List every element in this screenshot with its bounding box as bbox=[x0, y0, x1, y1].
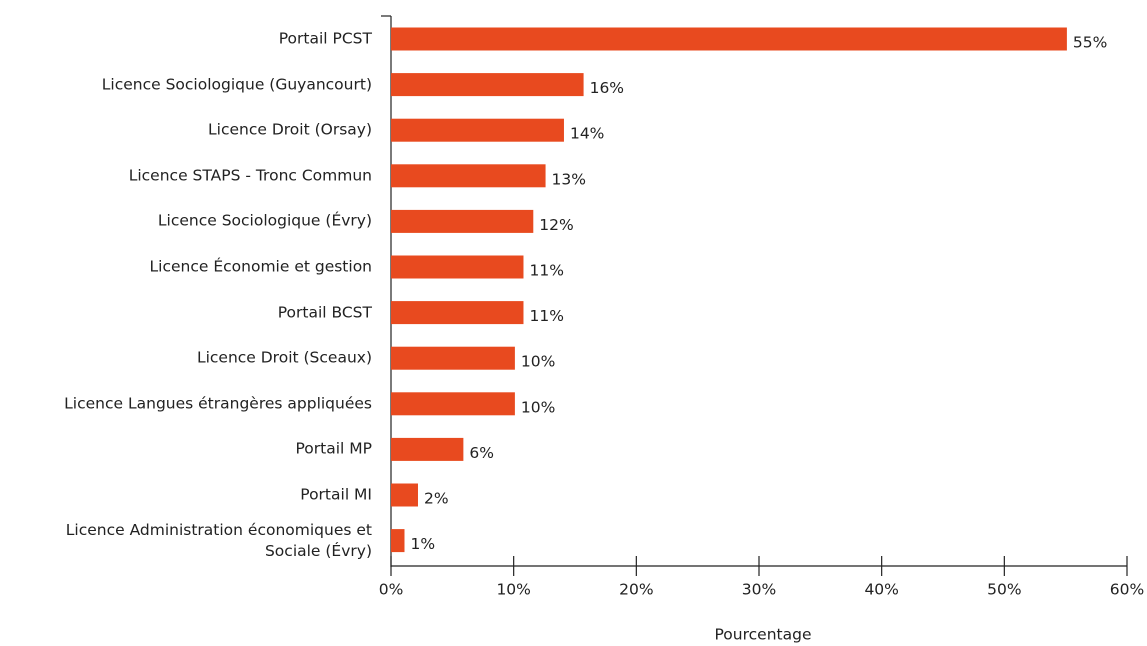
y-tick-label: Licence Administration économiques et So… bbox=[65, 520, 372, 560]
value-label: 11% bbox=[529, 262, 563, 280]
x-tick-label: 30% bbox=[742, 581, 776, 599]
value-label: 1% bbox=[410, 535, 435, 553]
value-label: 12% bbox=[539, 216, 573, 234]
value-label: 11% bbox=[529, 307, 563, 325]
value-label: 10% bbox=[521, 398, 555, 416]
y-tick-label: Portail PCST bbox=[278, 29, 372, 48]
y-tick-label: Licence Économie et gestion bbox=[149, 257, 372, 276]
bar bbox=[391, 255, 524, 279]
value-label: 2% bbox=[424, 490, 449, 508]
value-label: 55% bbox=[1073, 34, 1107, 52]
bar bbox=[391, 392, 515, 416]
value-label: 6% bbox=[469, 444, 494, 462]
y-tick-label: Licence Langues étrangères appliquées bbox=[64, 394, 372, 413]
value-label: 14% bbox=[570, 125, 604, 143]
bar bbox=[391, 209, 534, 233]
value-label: 13% bbox=[552, 170, 586, 188]
bar bbox=[391, 483, 418, 507]
y-tick-label: Licence Sociologique (Guyancourt) bbox=[101, 75, 372, 94]
x-tick-label: 60% bbox=[1110, 581, 1144, 599]
bar bbox=[391, 118, 564, 142]
y-tick-label: Licence Sociologique (Évry) bbox=[157, 211, 372, 230]
bar bbox=[391, 437, 464, 461]
y-tick-label: Licence Droit (Orsay) bbox=[208, 120, 372, 139]
y-tick-label: Portail MP bbox=[295, 439, 373, 458]
bar bbox=[391, 27, 1067, 51]
x-tick-label: 0% bbox=[379, 581, 404, 599]
x-tick-label: 10% bbox=[496, 581, 530, 599]
y-tick-label: Portail BCST bbox=[277, 303, 372, 322]
bar bbox=[391, 301, 524, 325]
value-label: 16% bbox=[590, 79, 624, 97]
bar bbox=[391, 346, 515, 370]
bar bbox=[391, 164, 546, 188]
y-tick-label: Licence Droit (Sceaux) bbox=[196, 348, 372, 367]
x-tick-label: 40% bbox=[864, 581, 898, 599]
value-label: 10% bbox=[521, 353, 555, 371]
x-axis-title: Pourcentage bbox=[715, 626, 812, 644]
bar bbox=[391, 73, 584, 97]
bar bbox=[391, 529, 405, 553]
x-tick-label: 50% bbox=[987, 581, 1021, 599]
y-tick-label: Portail MI bbox=[300, 485, 372, 504]
x-tick-label: 20% bbox=[619, 581, 653, 599]
y-tick-label: Licence STAPS - Tronc Commun bbox=[128, 166, 372, 185]
